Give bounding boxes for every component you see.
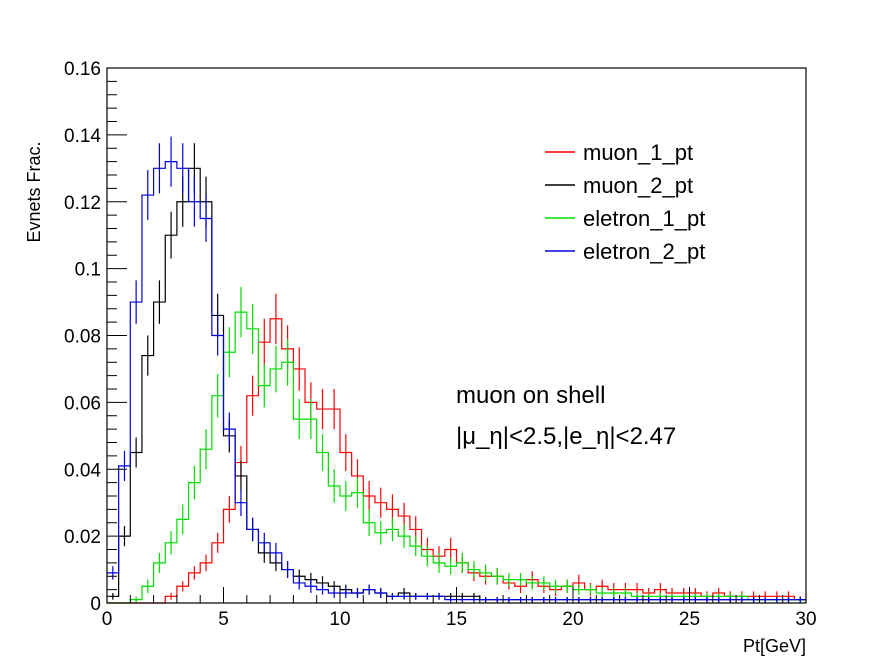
y-tick-label: 0.06 <box>64 393 101 414</box>
series-line-eletron_1_pt <box>107 311 806 604</box>
y-tick-label: 0.02 <box>64 527 101 548</box>
annotation-muon-on-shell: muon on shell <box>456 382 605 409</box>
series-eletron_1_pt <box>107 287 806 604</box>
y-tick-label: 0.12 <box>64 193 101 214</box>
series-eletron_2_pt <box>107 136 806 603</box>
series-line-muon_1_pt <box>107 318 806 604</box>
y-tick-label: 0 <box>90 594 101 615</box>
x-tick-label: 10 <box>329 609 350 630</box>
y-tick-label: 0.14 <box>64 126 101 147</box>
series-line-eletron_2_pt <box>107 161 806 601</box>
y-tick-label: 0.16 <box>64 59 101 80</box>
legend-label: eletron_2_pt <box>583 239 705 264</box>
y-tick-label: 0.1 <box>75 260 101 281</box>
legend-label: eletron_1_pt <box>583 206 705 231</box>
x-tick-label: 30 <box>795 609 816 630</box>
axis-ticks: 0 5 10 15 20 25 30 0 0.02 0.04 0.06 0.08 0.1 0.12 0.14… <box>64 59 817 630</box>
annotation-eta-cuts: |μ_η|<2.5,|e_η|<2.47 <box>456 423 676 450</box>
x-tick-label: 5 <box>218 609 229 630</box>
y-axis-title: Evnets Frac. <box>24 141 44 242</box>
series-layer <box>107 136 806 604</box>
x-axis-title: Pt[GeV] <box>743 636 806 656</box>
x-tick-label: 0 <box>102 609 113 630</box>
y-tick-label: 0.04 <box>64 460 101 481</box>
legend-label: muon_1_pt <box>583 140 693 165</box>
x-tick-label: 25 <box>679 609 700 630</box>
y-tick-label: 0.08 <box>64 327 101 348</box>
legend-label: muon_2_pt <box>583 173 693 198</box>
legend: muon_1_pt muon_2_pt eletron_1_pt eletron_2_… <box>545 140 705 264</box>
x-tick-label: 20 <box>562 609 583 630</box>
x-tick-label: 15 <box>446 609 467 630</box>
